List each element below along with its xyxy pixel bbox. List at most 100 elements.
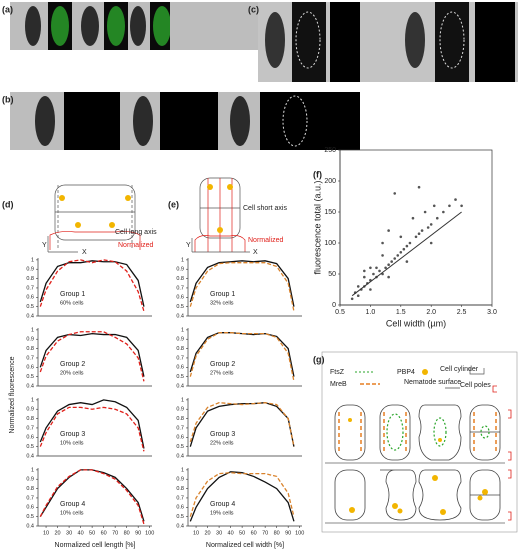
group-subtitle: 22% cells	[210, 440, 234, 446]
point	[399, 251, 403, 254]
y-tick-label: 0.6	[26, 505, 34, 511]
group-subtitle: 60% cells	[60, 300, 84, 306]
y-tick-label: 1	[31, 467, 34, 473]
group-title: Group 4	[210, 501, 235, 508]
y-tick-label: 0.8	[176, 416, 184, 422]
point	[387, 275, 390, 279]
axis-letter: X	[253, 249, 258, 256]
axis-note: Normalized	[248, 237, 284, 244]
x-tick-label: 0.5	[335, 309, 345, 316]
axis	[187, 258, 302, 317]
group-subtitle: 10% cells	[60, 510, 84, 516]
data-line	[39, 406, 145, 452]
y-tick-label: 100	[324, 240, 336, 247]
point	[375, 266, 378, 270]
y-tick-label: 0.7	[26, 425, 34, 431]
x-axis-label: Normalized cell length [%]	[55, 542, 136, 549]
point	[414, 235, 418, 239]
axis	[187, 398, 302, 457]
x-tick-label: 90	[285, 530, 291, 536]
y-tick-label: 1	[31, 257, 34, 263]
point	[402, 247, 406, 251]
point	[417, 232, 421, 235]
y-tick-label: 0.6	[26, 295, 34, 301]
y-tick-label: 0.7	[176, 355, 184, 361]
panel-label: (f)	[313, 169, 322, 179]
point	[363, 269, 366, 273]
point	[396, 254, 400, 257]
point	[390, 260, 393, 263]
panel-label: (b)	[2, 94, 14, 104]
y-tick-label: 0.5	[26, 514, 34, 520]
y-tick-label: 0.9	[176, 477, 184, 483]
point	[405, 244, 409, 248]
x-tick-label: 70	[112, 530, 118, 536]
x-tick-label: 20	[205, 530, 211, 536]
point	[454, 198, 457, 201]
data-line	[39, 469, 145, 525]
data-line	[351, 211, 462, 297]
x-tick-label: 1.5	[396, 309, 406, 316]
x-tick-label: 30	[66, 530, 72, 536]
x-tick-label: 90	[135, 530, 141, 536]
x-tick-label: 10	[193, 530, 199, 536]
point	[363, 275, 366, 279]
group-title: Group 4	[60, 501, 85, 508]
group-subtitle: 20% cells	[60, 370, 84, 376]
y-tick-label: 0.9	[176, 337, 184, 343]
data-line	[189, 262, 295, 312]
x-tick-label: 40	[228, 530, 234, 536]
axis	[37, 398, 152, 457]
panel-label: (d)	[2, 199, 14, 209]
axis-note: Cell long axis	[115, 229, 157, 236]
x-tick-label: 80	[274, 530, 280, 536]
y-tick-label: 0.4	[26, 313, 34, 319]
y-tick-label: 0.8	[176, 276, 184, 282]
point	[399, 235, 403, 239]
point	[356, 285, 360, 288]
legend-label: Cell cylinder	[440, 366, 479, 373]
y-tick-label: 1	[181, 397, 184, 403]
point	[423, 210, 427, 214]
y-tick-label: 0.8	[176, 486, 184, 492]
x-tick-label: 60	[101, 530, 107, 536]
x-tick-label: 60	[251, 530, 257, 536]
x-tick-label: 1.0	[366, 309, 376, 316]
y-tick-label: 0.8	[26, 346, 34, 352]
x-tick-label: 50	[89, 530, 95, 536]
group-title: Group 3	[210, 431, 235, 438]
panel-label: (a)	[2, 4, 13, 14]
group-subtitle: 10% cells	[60, 440, 84, 446]
group-subtitle: 19% cells	[210, 510, 234, 516]
x-tick-label: 50	[239, 530, 245, 536]
point	[420, 229, 424, 232]
x-axis-label: Cell width (µm)	[386, 318, 446, 328]
axis	[37, 468, 152, 527]
y-tick-label: 0.4	[26, 383, 34, 389]
y-tick-label: 0.4	[176, 523, 184, 529]
y-tick-label: 1	[181, 257, 184, 263]
y-tick-label: 0.5	[176, 514, 184, 520]
point	[460, 204, 463, 208]
data-line	[39, 332, 145, 377]
y-tick-label: 50	[328, 271, 336, 278]
group-subtitle: 27% cells	[210, 370, 234, 376]
x-tick-label: 80	[124, 530, 130, 536]
y-tick-label: 0.5	[26, 374, 34, 380]
point	[429, 223, 433, 226]
y-tick-label: 150	[324, 209, 336, 216]
legend-label: Cell poles	[460, 382, 491, 389]
diagram-g	[321, 351, 518, 533]
panel-label: (g)	[313, 354, 325, 364]
group-title: Group 1	[210, 291, 235, 298]
y-tick-label: 0.6	[176, 505, 184, 511]
data-line	[39, 399, 145, 449]
point	[372, 272, 375, 276]
y-tick-label: 1	[181, 467, 184, 473]
point	[387, 263, 390, 267]
x-tick-label: 2.5	[457, 309, 467, 316]
y-tick-label: 250	[324, 147, 336, 154]
axis	[37, 328, 152, 387]
y-tick-label: 0.5	[176, 444, 184, 450]
